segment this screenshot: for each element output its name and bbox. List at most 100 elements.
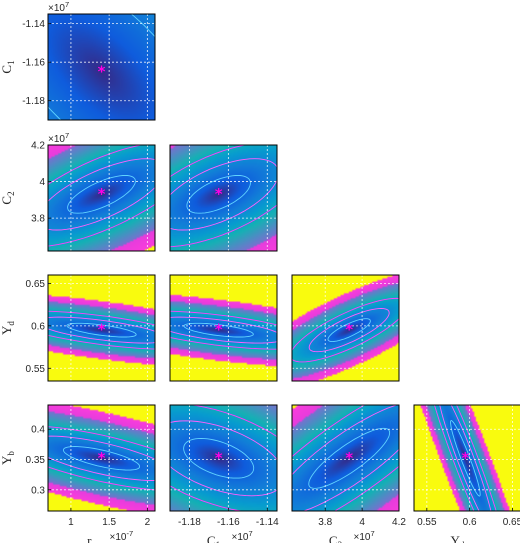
panel-Yd-vs-rg: * 0.55 0.6 0.65	[26, 274, 156, 382]
contour-line	[48, 145, 155, 247]
contour-line	[170, 405, 277, 511]
axes-frame	[169, 144, 278, 252]
panel-Yb-vs-C1: * -1.18 -1.16 -1.14	[169, 404, 279, 528]
x-tick-label: 4.2	[392, 517, 406, 528]
best-fit-marker: *	[98, 62, 106, 80]
y-multiplier-C2: ×107	[48, 131, 69, 145]
contour-line	[183, 438, 255, 479]
contour-line	[48, 158, 155, 231]
density-map	[414, 405, 520, 511]
best-fit-marker: *	[345, 449, 353, 467]
best-fit-marker: *	[98, 321, 106, 339]
y-axis-label-C1: C1	[0, 60, 16, 73]
x-axis-label-Yd: Υd	[451, 533, 465, 543]
contour-line	[48, 435, 155, 481]
y-tick-label: 0.3	[31, 485, 45, 496]
density-map	[292, 275, 399, 381]
axes-frame	[47, 274, 156, 382]
axes-frame	[291, 274, 400, 382]
y-tick-label: 0.35	[26, 455, 46, 466]
panel-Yb-vs-rg: * 1 1.5 2 0.3 0.35 0.4	[26, 404, 156, 528]
y-axis-label-Yb: Υb	[0, 451, 16, 465]
contour-line	[48, 310, 155, 350]
x-tick-label: 0.6	[463, 517, 477, 528]
contour-line	[48, 426, 155, 491]
contour-line	[292, 297, 399, 363]
y-tick-label: -1.18	[22, 96, 45, 107]
contour-line	[450, 420, 481, 497]
x-multiplier-C1: ×107	[232, 529, 253, 543]
x-tick-label: 4	[359, 517, 365, 528]
x-axis-label-C1: C1	[207, 533, 220, 543]
panel-Yd-vs-C1: *	[169, 274, 278, 382]
x-tick-label: -1.18	[178, 517, 201, 528]
panel-Yb-vs-C2: * 3.8 4 4.2	[291, 404, 406, 528]
contour-line	[327, 318, 371, 343]
density-map	[48, 405, 155, 511]
panel-Yd-vs-C2: *	[291, 274, 400, 382]
x-multiplier-rg: ×10-7	[110, 529, 134, 543]
y-axis-label-C2: C2	[0, 191, 16, 204]
x-tick-label: -1.14	[256, 517, 279, 528]
panel-C2-vs-rg: * 3.8 4 4.2	[31, 141, 156, 252]
contour-line	[67, 175, 136, 214]
density-map	[170, 275, 277, 381]
density-map	[48, 14, 155, 120]
best-fit-marker: *	[98, 185, 106, 203]
contour-line	[48, 316, 155, 344]
y-axis-label-Yd: Υd	[0, 321, 16, 335]
y-tick-label: 0.65	[26, 279, 46, 290]
contour-line	[433, 405, 497, 511]
density-map	[48, 145, 155, 251]
x-tick-label: 1.5	[102, 517, 116, 528]
x-axis-label-rg: rg	[87, 533, 96, 543]
contour-line	[170, 145, 277, 248]
best-fit-marker: *	[345, 321, 353, 339]
contour-line	[308, 427, 391, 489]
best-fit-marker: *	[215, 185, 223, 203]
y-tick-label: 4.2	[31, 141, 45, 152]
contour-line	[292, 405, 399, 511]
contour-line	[66, 322, 137, 338]
y-tick-label: 0.6	[31, 321, 45, 332]
axes-frame	[47, 13, 156, 121]
contour-line	[186, 175, 251, 214]
x-tick-label: 1	[68, 517, 74, 528]
density-map	[170, 145, 277, 251]
contour-line	[62, 446, 141, 471]
best-fit-marker: *	[215, 321, 223, 339]
axes-frame	[47, 144, 156, 252]
panel-C1-vs-rg: * -1.18 -1.16 -1.14	[22, 13, 156, 121]
y-tick-label: -1.16	[22, 58, 45, 69]
panel-C2-vs-C1: *	[169, 144, 278, 252]
contour-line	[170, 420, 277, 497]
x-tick-label: -1.16	[217, 517, 240, 528]
best-fit-marker: *	[215, 449, 223, 467]
contour-line	[183, 322, 254, 338]
x-tick-label: 0.55	[417, 517, 437, 528]
x-tick-label: 0.65	[503, 517, 520, 528]
panel-Yb-vs-Yd: * 0.55 0.6 0.65	[413, 404, 520, 528]
x-axis-label-C2: C2	[329, 533, 342, 543]
y-multiplier-C1: ×107	[48, 0, 69, 14]
axes-frame	[291, 404, 400, 512]
axes-frame	[413, 404, 520, 512]
contour-line	[439, 405, 492, 511]
y-tick-label: -1.14	[22, 19, 45, 30]
best-fit-marker: *	[98, 449, 106, 467]
y-tick-label: 3.8	[31, 214, 45, 225]
axes-frame	[169, 274, 278, 382]
x-tick-label: 3.8	[318, 517, 332, 528]
y-tick-label: 0.55	[26, 364, 46, 375]
contour-line	[170, 158, 277, 231]
contour-line	[308, 308, 390, 353]
density-map	[48, 275, 155, 381]
y-tick-label: 0.4	[31, 425, 45, 436]
axes-frame	[169, 404, 278, 512]
contour-line	[170, 316, 277, 344]
x-tick-label: 2	[145, 517, 151, 528]
x-multiplier-C2: ×107	[354, 529, 375, 543]
best-fit-marker: *	[461, 449, 469, 467]
contour-line	[170, 310, 277, 350]
